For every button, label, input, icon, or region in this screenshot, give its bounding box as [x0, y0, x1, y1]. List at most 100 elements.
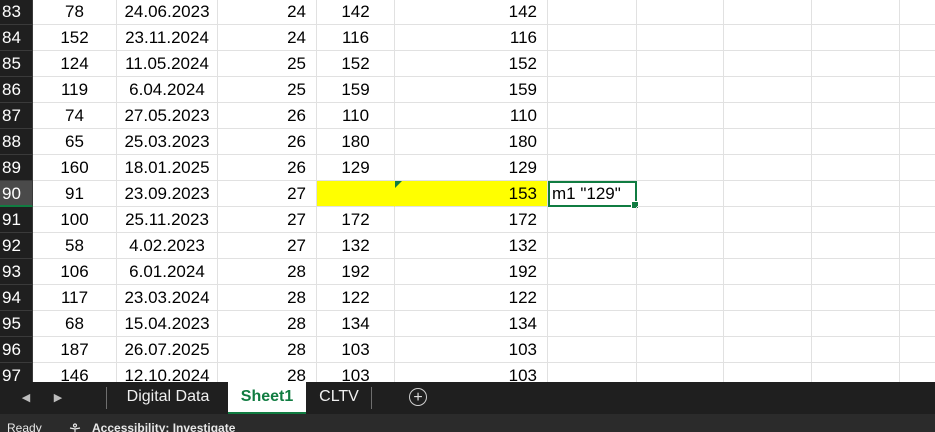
cell-col-c[interactable]: 26 — [218, 155, 317, 181]
cell-col-a[interactable]: 65 — [33, 129, 117, 155]
cell-col-d[interactable]: 116 — [317, 25, 395, 51]
cell-col-j[interactable] — [900, 0, 935, 25]
cell-col-c[interactable]: 26 — [218, 129, 317, 155]
cell-col-e[interactable]: 172 — [395, 207, 548, 233]
cell-col-h[interactable] — [724, 129, 812, 155]
cell-col-d[interactable]: 159 — [317, 77, 395, 103]
cell-col-g[interactable] — [637, 259, 724, 285]
cell-col-h[interactable] — [724, 233, 812, 259]
cell-col-j[interactable] — [900, 77, 935, 103]
row-header[interactable]: 89 — [0, 155, 33, 181]
cell-col-b[interactable]: 27.05.2023 — [117, 103, 218, 129]
cell-col-a[interactable]: 91 — [33, 181, 117, 207]
cell-col-j[interactable] — [900, 259, 935, 285]
cell-col-j[interactable] — [900, 25, 935, 51]
cell-col-b[interactable]: 4.02.2023 — [117, 233, 218, 259]
cell-col-h[interactable] — [724, 51, 812, 77]
cell-col-e[interactable]: 152 — [395, 51, 548, 77]
cell-col-g[interactable] — [637, 337, 724, 363]
cell-col-c[interactable]: 28 — [218, 337, 317, 363]
cell-col-g[interactable] — [637, 285, 724, 311]
cell-col-d[interactable]: 192 — [317, 259, 395, 285]
cell-col-e[interactable]: 110 — [395, 103, 548, 129]
cell-col-e[interactable]: 192 — [395, 259, 548, 285]
cell-col-c[interactable]: 25 — [218, 77, 317, 103]
cell-col-b[interactable]: 6.04.2024 — [117, 77, 218, 103]
cell-col-f[interactable]: m1 "129" — [548, 181, 639, 209]
cell-col-d[interactable]: 129 — [317, 155, 395, 181]
cell-col-h[interactable] — [724, 103, 812, 129]
cell-col-h[interactable] — [724, 363, 812, 382]
cell-col-j[interactable] — [900, 363, 935, 382]
cell-col-a[interactable]: 160 — [33, 155, 117, 181]
cell-col-i[interactable] — [812, 155, 900, 181]
cell-col-a[interactable]: 124 — [33, 51, 117, 77]
row-header[interactable]: 97 — [0, 363, 33, 382]
cell-col-b[interactable]: 6.01.2024 — [117, 259, 218, 285]
cell-col-e[interactable]: 116 — [395, 25, 548, 51]
row-header[interactable]: 93 — [0, 259, 33, 285]
cell-col-j[interactable] — [900, 155, 935, 181]
cell-col-f[interactable] — [548, 259, 637, 285]
cell-col-e[interactable]: 103 — [395, 337, 548, 363]
cell-col-b[interactable]: 18.01.2025 — [117, 155, 218, 181]
cell-col-f[interactable] — [548, 233, 637, 259]
cell-col-c[interactable]: 26 — [218, 103, 317, 129]
cell-col-g[interactable] — [637, 77, 724, 103]
cell-col-a[interactable]: 187 — [33, 337, 117, 363]
tab-digital-data[interactable]: Digital Data — [126, 388, 210, 405]
row-header[interactable]: 83 — [0, 0, 33, 25]
cell-col-g[interactable] — [637, 103, 724, 129]
row-header[interactable]: 91 — [0, 207, 33, 233]
cell-col-a[interactable]: 146 — [33, 363, 117, 382]
tab-cltv[interactable]: CLTV — [319, 388, 359, 405]
cell-col-f[interactable] — [548, 129, 637, 155]
cell-col-a[interactable]: 106 — [33, 259, 117, 285]
cell-col-g[interactable] — [637, 181, 724, 207]
cell-col-a[interactable]: 152 — [33, 25, 117, 51]
cell-col-f[interactable] — [548, 311, 637, 337]
cell-col-b[interactable]: 24.06.2023 — [117, 0, 218, 25]
cell-col-h[interactable] — [724, 77, 812, 103]
cell-col-b[interactable]: 12.10.2024 — [117, 363, 218, 382]
cell-col-c[interactable]: 24 — [218, 0, 317, 25]
cell-col-a[interactable]: 58 — [33, 233, 117, 259]
cell-col-c[interactable]: 28 — [218, 311, 317, 337]
cell-col-e[interactable]: 129 — [395, 155, 548, 181]
cell-col-d[interactable]: 142 — [317, 0, 395, 25]
cell-col-a[interactable]: 68 — [33, 311, 117, 337]
cell-col-f[interactable] — [548, 207, 637, 233]
cell-col-j[interactable] — [900, 103, 935, 129]
cell-col-b[interactable]: 25.03.2023 — [117, 129, 218, 155]
cell-col-i[interactable] — [812, 77, 900, 103]
cell-col-i[interactable] — [812, 363, 900, 382]
cell-col-h[interactable] — [724, 181, 812, 207]
cell-col-f[interactable] — [548, 25, 637, 51]
row-header[interactable]: 90 — [0, 181, 33, 207]
tab-sheet1[interactable]: Sheet1 — [228, 382, 306, 414]
cell-col-f[interactable] — [548, 0, 637, 25]
cell-col-c[interactable]: 28 — [218, 363, 317, 382]
row-header[interactable]: 95 — [0, 311, 33, 337]
cell-col-c[interactable]: 27 — [218, 207, 317, 233]
cell-col-h[interactable] — [724, 285, 812, 311]
cell-col-j[interactable] — [900, 51, 935, 77]
cell-col-h[interactable] — [724, 155, 812, 181]
row-header[interactable]: 96 — [0, 337, 33, 363]
cell-col-d[interactable]: 103 — [317, 337, 395, 363]
cell-col-h[interactable] — [724, 311, 812, 337]
cell-col-a[interactable]: 119 — [33, 77, 117, 103]
cell-col-g[interactable] — [637, 311, 724, 337]
row-header[interactable]: 88 — [0, 129, 33, 155]
row-header[interactable]: 94 — [0, 285, 33, 311]
cell-col-a[interactable]: 74 — [33, 103, 117, 129]
cell-col-d[interactable]: 172 — [317, 207, 395, 233]
accessibility-icon[interactable] — [68, 423, 82, 432]
cell-col-j[interactable] — [900, 337, 935, 363]
cell-col-b[interactable]: 23.09.2023 — [117, 181, 218, 207]
cell-col-d[interactable]: 103 — [317, 363, 395, 382]
plus-circle-icon[interactable]: + — [409, 388, 427, 406]
cell-col-b[interactable]: 11.05.2024 — [117, 51, 218, 77]
cell-col-f[interactable] — [548, 363, 637, 382]
cell-col-e[interactable]: 122 — [395, 285, 548, 311]
